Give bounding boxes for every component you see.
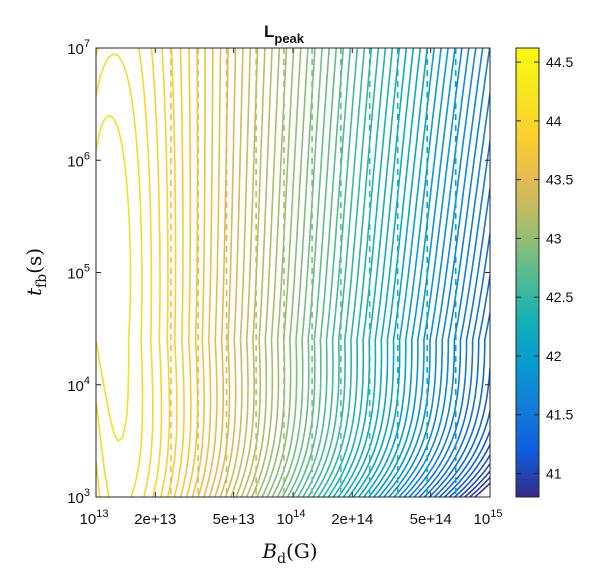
contour-line xyxy=(347,48,422,497)
y-axis-label-symbol: t xyxy=(22,287,46,296)
contour-line xyxy=(408,140,490,497)
colorbar-tick-label: 42.5 xyxy=(546,289,573,305)
contour-line xyxy=(443,430,490,497)
colorbar-tick-label: 41 xyxy=(546,465,562,481)
x-axis-ticks: 1013 2e+13 5e+13 1014 2e+14 5e+14 1015 xyxy=(80,48,503,528)
y-tick-label: 104 xyxy=(67,375,90,395)
contour-line xyxy=(179,48,192,497)
y-axis-ticks: 103 104 105 106 107 xyxy=(67,38,490,507)
contour-line xyxy=(96,48,154,497)
contour-line xyxy=(403,92,490,497)
contour-line xyxy=(224,48,252,497)
contour-line xyxy=(150,48,163,497)
x-tick-label: 2e+14 xyxy=(331,511,373,528)
x-tick-label: 1014 xyxy=(277,508,306,528)
contour-line xyxy=(337,48,408,497)
contour-line xyxy=(159,48,171,497)
contour-line xyxy=(474,482,490,497)
contour-line xyxy=(203,48,222,497)
x-axis-label-symbol: B xyxy=(261,539,277,563)
contour-lines xyxy=(96,48,490,497)
colorbar-tick-label: 41.5 xyxy=(546,407,573,423)
y-axis-label-subscript: fb xyxy=(34,274,50,288)
contour-line xyxy=(197,48,214,497)
contour-line xyxy=(413,187,490,497)
contour-line xyxy=(191,48,206,497)
contour-line xyxy=(302,48,359,497)
contour-line xyxy=(433,367,490,497)
contour-line xyxy=(463,470,490,497)
contour-line xyxy=(362,48,442,497)
x-axis-label: Bd(G) xyxy=(261,539,317,567)
contour-line xyxy=(96,53,144,497)
contour-line xyxy=(393,48,484,497)
colorbar-tick-label: 44.5 xyxy=(546,54,573,70)
contour-line xyxy=(423,274,490,497)
colorbar-tick-label: 43.5 xyxy=(546,172,573,188)
dashed-lines xyxy=(170,48,457,497)
colorbar: 41 41.5 42 42.5 43 43.5 44 44.5 xyxy=(515,47,573,498)
colorbar-gradient xyxy=(515,47,540,498)
contour-line xyxy=(245,48,281,497)
x-tick-label: 1013 xyxy=(80,508,109,528)
colorbar-tick-label: 43 xyxy=(546,230,562,246)
contour-line xyxy=(438,410,490,497)
chart-title: Lpeak xyxy=(264,22,305,46)
contour-line xyxy=(458,462,490,497)
colorbar-ticks: 41 41.5 42 42.5 43 43.5 44 44.5 xyxy=(516,54,573,481)
x-axis-label-unit: (G) xyxy=(286,539,318,563)
chart-title-main: L xyxy=(264,22,274,41)
contour-line xyxy=(281,48,330,497)
contour-line xyxy=(469,476,490,497)
contour-line xyxy=(367,48,449,497)
contour-line xyxy=(219,48,244,497)
contour-line xyxy=(240,48,273,497)
contour-line xyxy=(173,48,185,497)
contour-line xyxy=(312,48,373,497)
colorbar-tick-label: 42 xyxy=(546,348,562,364)
contour-line xyxy=(96,114,132,442)
contour-line xyxy=(383,48,470,497)
contour-line xyxy=(317,48,380,497)
y-axis-label: tfb(s) xyxy=(22,248,50,296)
contour-line xyxy=(256,48,295,497)
contour-line xyxy=(230,48,259,497)
contour-line xyxy=(266,48,309,497)
y-tick-label: 103 xyxy=(67,487,90,507)
y-axis-label-unit: (s) xyxy=(22,248,46,274)
x-tick-label: 2e+13 xyxy=(134,511,176,528)
chart-title-subscript: peak xyxy=(274,31,304,46)
x-axis-label-subscript: d xyxy=(277,551,286,567)
contour-line xyxy=(214,48,237,497)
contour-line xyxy=(166,48,178,497)
colorbar-tick-label: 44 xyxy=(546,113,562,129)
contour-line xyxy=(378,48,463,497)
x-tick-label: 5e+13 xyxy=(213,511,255,528)
contour-line xyxy=(297,48,352,497)
contour-line xyxy=(271,48,316,497)
x-tick-label: 1015 xyxy=(474,508,503,528)
y-tick-label: 106 xyxy=(67,150,90,170)
y-tick-label: 105 xyxy=(67,263,90,283)
contour-line xyxy=(398,48,490,497)
x-tick-label: 5e+14 xyxy=(410,511,452,528)
y-tick-label: 107 xyxy=(67,38,90,58)
contour-line xyxy=(307,48,366,497)
contour-line xyxy=(235,48,266,497)
contour-line xyxy=(327,48,394,497)
